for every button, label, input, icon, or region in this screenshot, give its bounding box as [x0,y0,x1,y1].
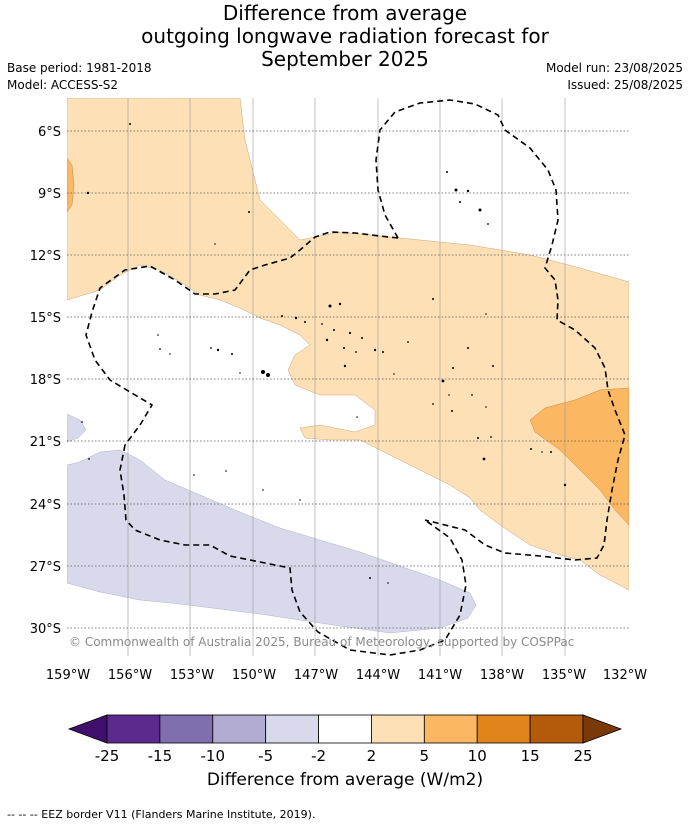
lat-label: 24°S [30,498,61,513]
colorbar-extend-low [67,714,108,744]
model-run: Model run: 23/08/2025 [545,61,683,75]
colorbar-tick-label: -10 [201,747,226,765]
meta-left: Base period: 1981-2018 Model: ACCESS-S2 [7,60,152,94]
title-line-3: September 2025 [261,47,429,71]
lon-label: 138°W [480,668,524,683]
lon-label: 144°W [356,668,400,683]
meta-right: Model run: 23/08/2025 Issued: 25/08/2025 [546,60,683,94]
base-period: Base period: 1981-2018 [7,61,152,75]
colorbar-swatches [67,714,623,744]
lon-label: 150°W [232,668,276,683]
colorbar-tick-label: 2 [367,747,377,765]
lon-label: 153°W [170,668,214,683]
colorbar-tick-label: 15 [521,747,540,765]
colorbar-swatch [476,714,531,744]
title-line-2: outgoing longwave radiation forecast for [141,24,549,48]
lat-label: 15°S [30,311,61,326]
map-latitude-lines [67,130,629,629]
lon-label: 159°W [46,668,90,683]
eez-border-french-polynesia [375,99,626,561]
colorbar-tick-label: 10 [468,747,487,765]
colorbar-swatch [318,714,372,744]
olr-anomaly-minus-2-to-minus-5-region [67,449,477,634]
colorbar-tick-labels: -25 -15 -10 -5 -2 2 5 10 15 25 [95,747,593,765]
eez-footnote: -- -- -- EEZ border V11 (Flanders Marine… [7,808,316,821]
copyright-text: © Commonwealth of Australia 2025, Bureau… [69,635,574,649]
map-plot-area: © Commonwealth of Australia 2025, Bureau… [67,98,629,656]
lat-label: 21°S [30,435,61,450]
map-title: Difference from average outgoing longwav… [0,2,690,71]
colorbar-swatch [529,714,584,744]
colorbar-tick-label: -15 [148,747,173,765]
lon-label: 156°W [108,668,152,683]
olr-anomaly-negative-west-patch [67,413,87,443]
colorbar-swatch [371,714,425,744]
lon-label: 135°W [542,668,586,683]
olr-anomaly-5-to-10-west [67,157,75,213]
colorbar-swatch [423,714,478,744]
colorbar-extend-high [582,714,623,744]
island-markers [81,123,567,584]
title-line-1: Difference from average [222,1,468,25]
colorbar-tick-label: -25 [95,747,120,765]
colorbar-swatch [106,714,161,744]
lat-label: 18°S [30,373,61,388]
colorbar: -25 -15 -10 -5 -2 2 5 10 15 25 [67,714,623,765]
lon-label: 141°W [418,668,462,683]
lon-label: 132°W [603,668,647,683]
colorbar-swatch [265,714,319,744]
lat-label: 12°S [30,249,61,264]
lat-label: 27°S [30,560,61,575]
eez-borders [85,99,626,656]
lat-label: 6°S [38,125,61,140]
lon-label: 147°W [294,668,338,683]
lat-label: 9°S [38,187,61,202]
latitude-labels: 6°S 9°S 12°S 15°S 18°S 21°S 24°S 27°S 30… [30,125,61,637]
longitude-labels: 159°W 156°W 153°W 150°W 147°W 144°W 141°… [46,668,647,683]
colorbar-swatch [212,714,267,744]
eez-border-cook-islands [85,231,399,446]
colorbar-tick-label: 25 [573,747,592,765]
issued-date: Issued: 25/08/2025 [567,78,683,92]
colorbar-tick-label: 5 [420,747,430,765]
lat-label: 30°S [30,622,61,637]
colorbar-label: Difference from average (W/m2) [206,770,484,790]
colorbar-tick-label: -5 [258,747,273,765]
eez-border-southern-loop [119,444,467,656]
model-name: Model: ACCESS-S2 [7,78,119,92]
colorbar-tick-label: -2 [311,747,326,765]
colorbar-swatch [159,714,214,744]
